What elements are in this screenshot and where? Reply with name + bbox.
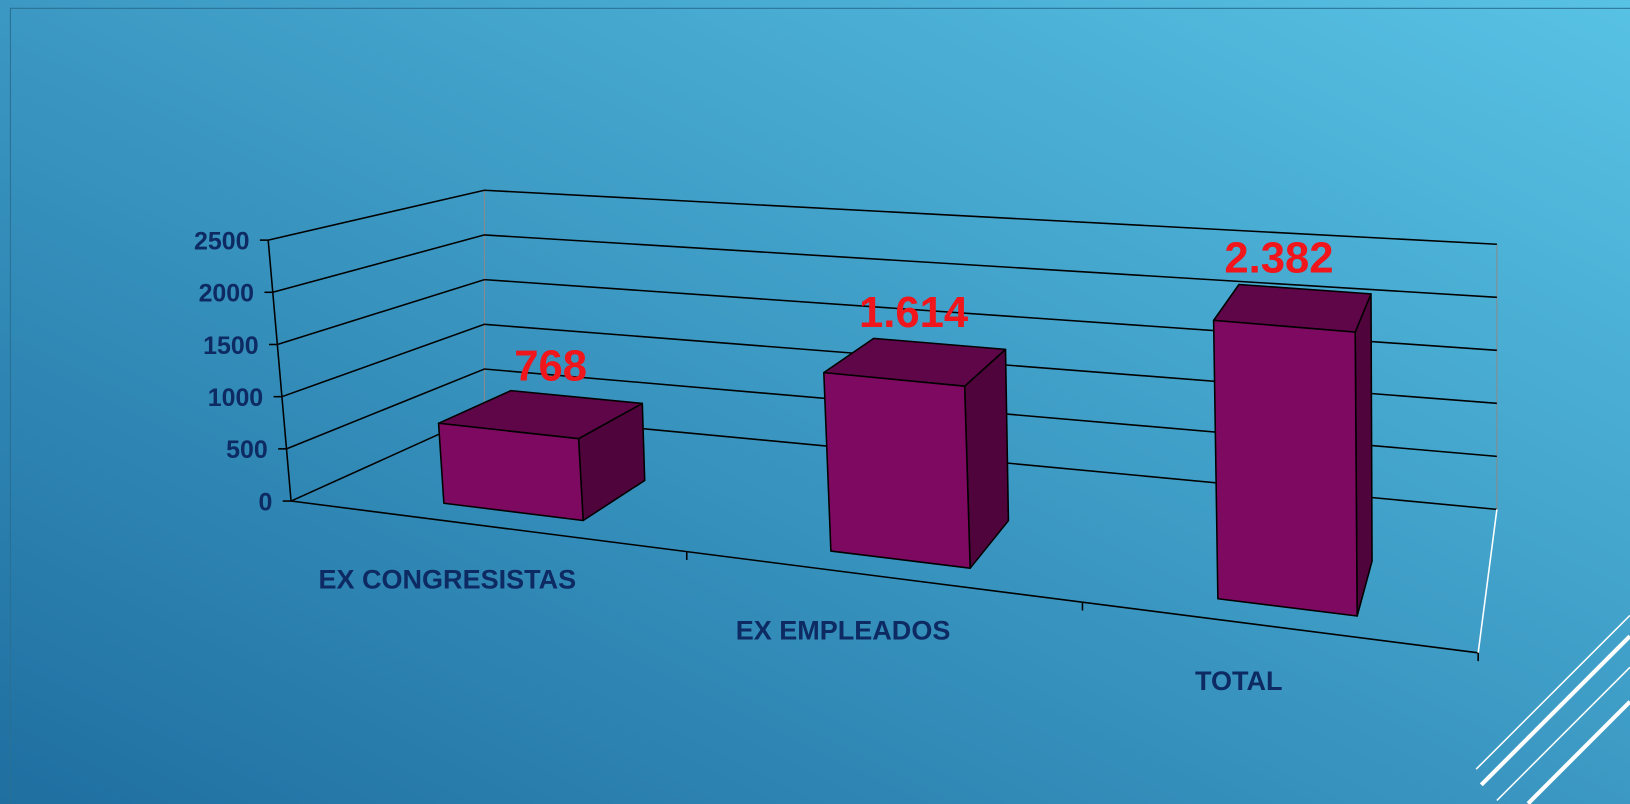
grid-line (272, 234, 1497, 299)
y-tick-label: 500 (226, 436, 268, 464)
grid-line (286, 368, 1497, 458)
grid-line (277, 278, 1497, 352)
value-label: 768 (514, 341, 587, 390)
bar-side (1354, 293, 1373, 617)
frame (9, 7, 1630, 804)
grid-line (268, 189, 1497, 246)
y-tick-label: 1500 (203, 332, 258, 360)
x-tick-label: EX CONGRESISTAS (318, 565, 576, 595)
decoration (1475, 614, 1630, 804)
plot: 0 500 1000 1500 2000 2500 EX CONGRESISTAS 768 EX… (9, 7, 1630, 804)
x-tick-label: EX EMPLEADOS (736, 615, 951, 645)
floor-right-edge (1477, 509, 1498, 653)
bar-front (1212, 319, 1358, 617)
y-tick-label: 0 (258, 488, 272, 516)
bar-front (823, 371, 971, 569)
value-label: 2.382 (1224, 234, 1333, 283)
y-tick-label: 1000 (208, 384, 263, 412)
y-axis (267, 240, 292, 502)
y-tick-label: 2500 (194, 227, 249, 255)
x-tick-label: TOTAL (1195, 666, 1283, 696)
value-label: 1.614 (859, 288, 969, 337)
bar-front (437, 422, 584, 522)
grid-line (281, 323, 1497, 405)
x-axis (290, 500, 1479, 654)
y-tick-label: 2000 (199, 280, 254, 308)
